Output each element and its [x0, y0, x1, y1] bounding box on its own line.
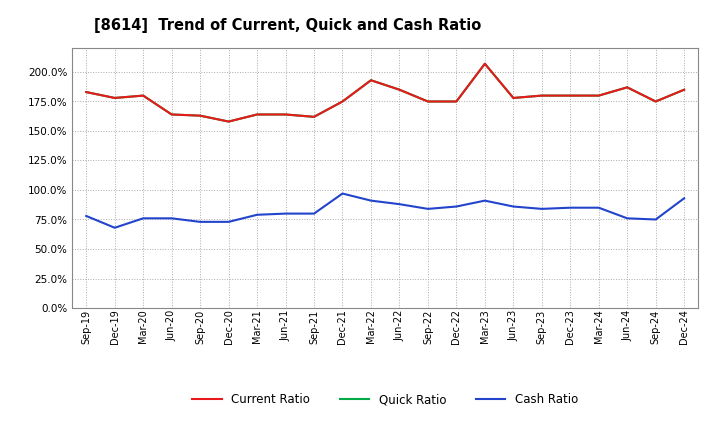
Current Ratio [196, 113, 204, 118]
Quick Ratio [282, 112, 290, 117]
Quick Ratio [595, 93, 603, 98]
Current Ratio [225, 119, 233, 124]
Current Ratio [509, 95, 518, 101]
Cash Ratio [423, 206, 432, 212]
Current Ratio [652, 99, 660, 104]
Cash Ratio [338, 191, 347, 196]
Cash Ratio [253, 212, 261, 217]
Cash Ratio [623, 216, 631, 221]
Cash Ratio [139, 216, 148, 221]
Cash Ratio [537, 206, 546, 212]
Legend: Current Ratio, Quick Ratio, Cash Ratio: Current Ratio, Quick Ratio, Cash Ratio [188, 389, 582, 411]
Quick Ratio [623, 84, 631, 90]
Cash Ratio [652, 217, 660, 222]
Quick Ratio [566, 93, 575, 98]
Current Ratio [680, 87, 688, 92]
Current Ratio [253, 112, 261, 117]
Cash Ratio [196, 219, 204, 224]
Quick Ratio [338, 99, 347, 104]
Current Ratio [282, 112, 290, 117]
Line: Current Ratio: Current Ratio [86, 64, 684, 121]
Quick Ratio [652, 99, 660, 104]
Quick Ratio [196, 113, 204, 118]
Current Ratio [537, 93, 546, 98]
Current Ratio [395, 87, 404, 92]
Quick Ratio [167, 112, 176, 117]
Quick Ratio [310, 114, 318, 120]
Cash Ratio [82, 213, 91, 219]
Current Ratio [623, 84, 631, 90]
Cash Ratio [110, 225, 119, 231]
Quick Ratio [225, 119, 233, 124]
Quick Ratio [139, 93, 148, 98]
Cash Ratio [167, 216, 176, 221]
Quick Ratio [452, 99, 461, 104]
Quick Ratio [253, 112, 261, 117]
Cash Ratio [595, 205, 603, 210]
Cash Ratio [680, 196, 688, 201]
Current Ratio [167, 112, 176, 117]
Quick Ratio [680, 87, 688, 92]
Quick Ratio [537, 93, 546, 98]
Cash Ratio [282, 211, 290, 216]
Cash Ratio [566, 205, 575, 210]
Quick Ratio [82, 89, 91, 95]
Current Ratio [452, 99, 461, 104]
Cash Ratio [480, 198, 489, 203]
Current Ratio [338, 99, 347, 104]
Quick Ratio [366, 77, 375, 83]
Current Ratio [82, 89, 91, 95]
Line: Quick Ratio: Quick Ratio [86, 64, 684, 121]
Current Ratio [110, 95, 119, 101]
Current Ratio [366, 77, 375, 83]
Quick Ratio [509, 95, 518, 101]
Current Ratio [566, 93, 575, 98]
Cash Ratio [395, 202, 404, 207]
Quick Ratio [423, 99, 432, 104]
Line: Cash Ratio: Cash Ratio [86, 194, 684, 228]
Cash Ratio [366, 198, 375, 203]
Text: [8614]  Trend of Current, Quick and Cash Ratio: [8614] Trend of Current, Quick and Cash … [94, 18, 481, 33]
Current Ratio [139, 93, 148, 98]
Current Ratio [595, 93, 603, 98]
Current Ratio [423, 99, 432, 104]
Quick Ratio [395, 87, 404, 92]
Cash Ratio [225, 219, 233, 224]
Cash Ratio [509, 204, 518, 209]
Current Ratio [480, 61, 489, 66]
Quick Ratio [110, 95, 119, 101]
Cash Ratio [310, 211, 318, 216]
Cash Ratio [452, 204, 461, 209]
Current Ratio [310, 114, 318, 120]
Quick Ratio [480, 61, 489, 66]
